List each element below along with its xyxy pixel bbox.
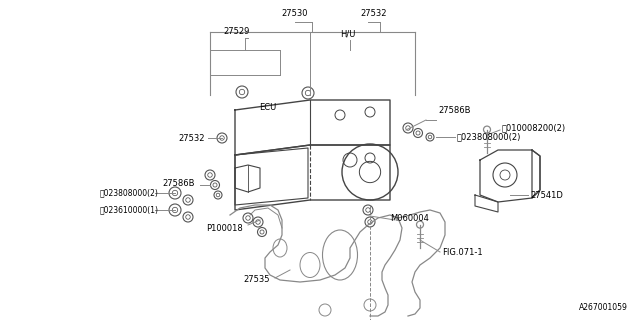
Text: 27530: 27530 [282,9,308,18]
Text: FIG.071-1: FIG.071-1 [442,247,483,257]
Text: 27541D: 27541D [530,190,563,199]
Text: Ⓝ023610000(1): Ⓝ023610000(1) [100,205,159,214]
Text: 27535: 27535 [243,276,270,284]
Text: P100018: P100018 [206,223,243,233]
Text: ⒵010008200(2): ⒵010008200(2) [502,124,566,132]
Text: 27586B: 27586B [438,106,470,115]
Text: H/U: H/U [340,29,355,38]
Text: 27532: 27532 [360,9,387,18]
Text: ECU: ECU [259,102,276,111]
Text: Ⓝ023808000(2): Ⓝ023808000(2) [457,132,522,141]
Text: Ⓝ023808000(2): Ⓝ023808000(2) [100,188,159,197]
Text: 27529: 27529 [224,27,250,36]
Text: M060004: M060004 [390,213,429,222]
Text: 27586B: 27586B [163,179,195,188]
Text: A267001059: A267001059 [579,303,628,312]
Text: 27532: 27532 [179,133,205,142]
